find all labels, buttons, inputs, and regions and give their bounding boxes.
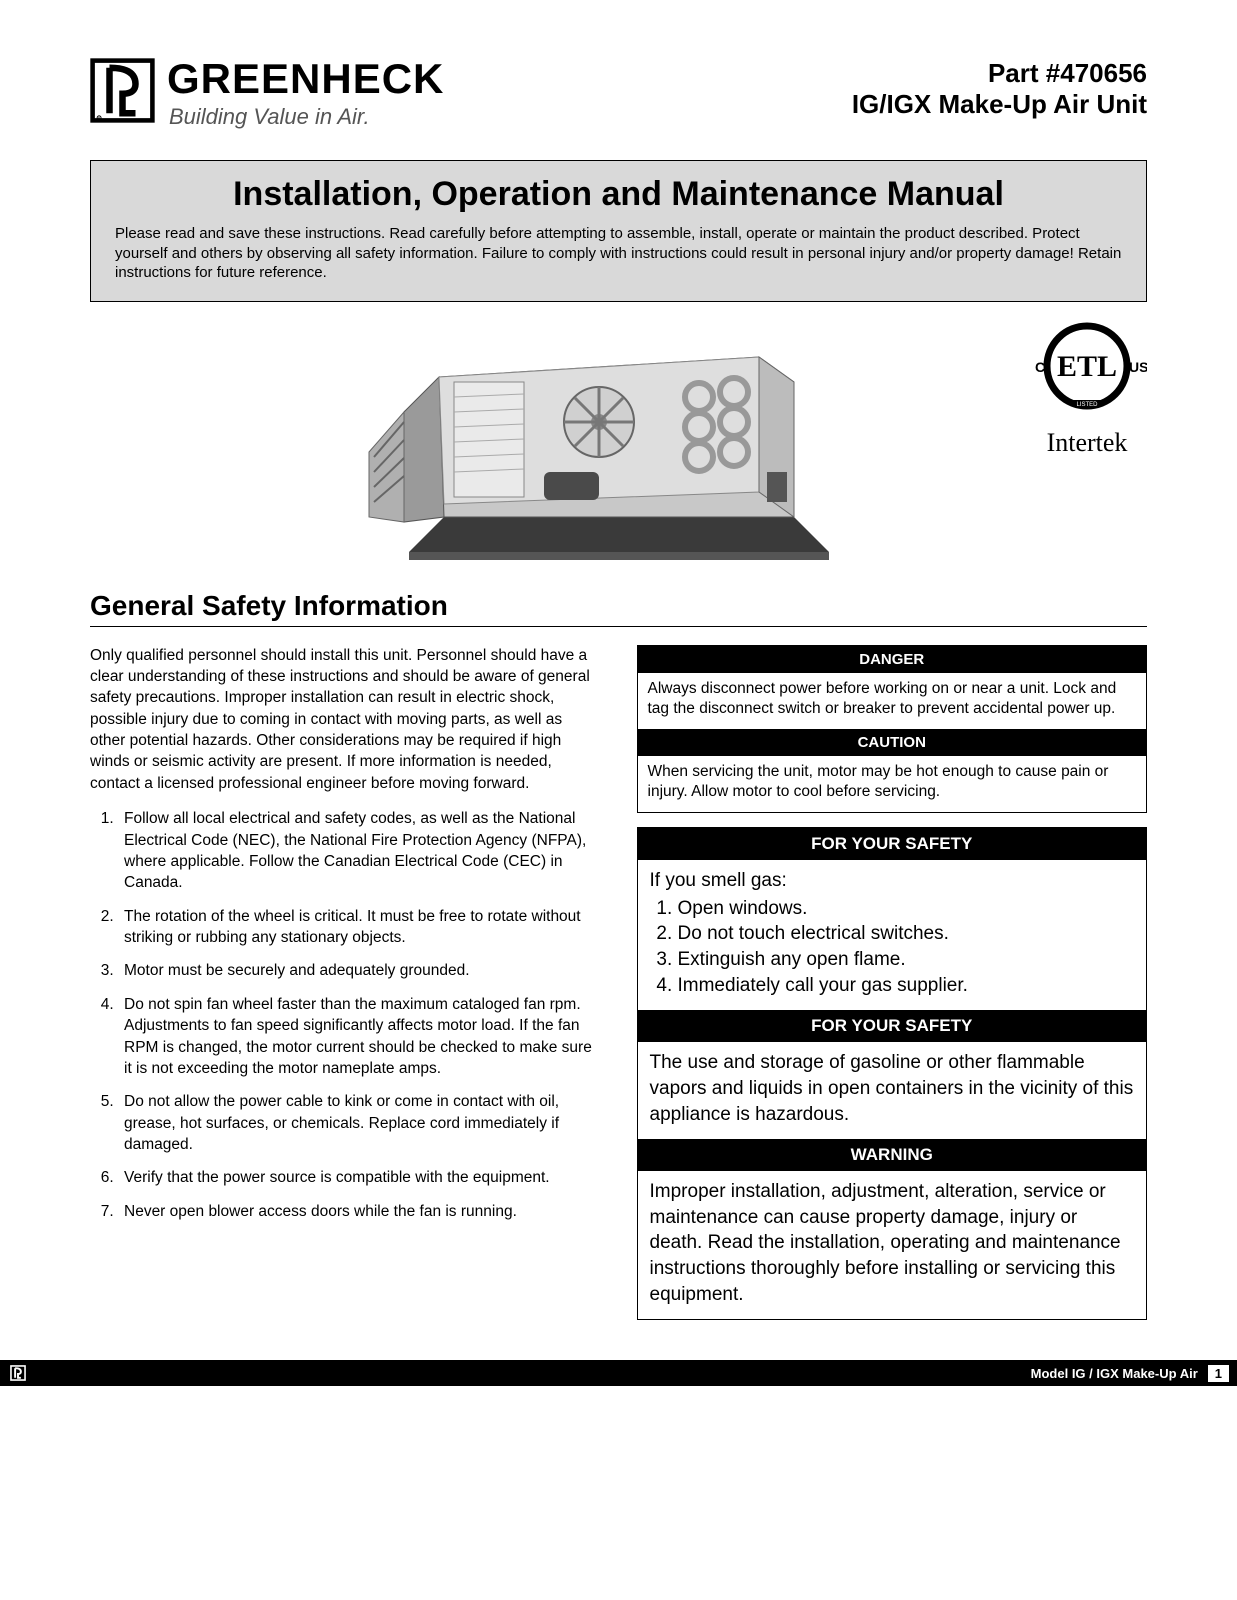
gsi-intro: Only qualified personnel should install …: [90, 645, 601, 795]
left-column: Only qualified personnel should install …: [90, 645, 601, 1321]
danger-caution-box: DANGER Always disconnect power before wo…: [637, 645, 1148, 814]
greenheck-logo-icon: R: [90, 58, 155, 123]
gsi-list-item: Follow all local electrical and safety c…: [118, 808, 601, 894]
product-illustration: [339, 322, 899, 562]
safety1-list-item: Open windows.: [678, 896, 1135, 922]
title-box: Installation, Operation and Maintenance …: [90, 160, 1147, 302]
manual-title: Installation, Operation and Maintenance …: [115, 175, 1122, 214]
gsi-heading: General Safety Information: [90, 590, 1147, 622]
safety1-heading: FOR YOUR SAFETY: [638, 828, 1147, 860]
safety2-heading: FOR YOUR SAFETY: [638, 1010, 1147, 1042]
part-model: IG/IGX Make-Up Air Unit: [852, 89, 1147, 120]
page-number: 1: [1208, 1365, 1229, 1382]
svg-text:US: US: [1129, 359, 1147, 375]
page-footer: Model IG / IGX Make-Up Air 1: [0, 1360, 1237, 1386]
gsi-list-item: Motor must be securely and adequately gr…: [118, 960, 601, 981]
part-number: Part #470656: [852, 58, 1147, 89]
safety1-lead: If you smell gas:: [650, 868, 1135, 894]
svg-text:LISTED: LISTED: [1076, 402, 1098, 408]
brand-name: GREENHECK: [167, 58, 444, 100]
safety2-body: The use and storage of gasoline or other…: [638, 1042, 1147, 1139]
footer-right: Model IG / IGX Make-Up Air 1: [1031, 1365, 1229, 1382]
hero-row: ETL LISTED C US Intertek: [90, 322, 1147, 562]
part-block: Part #470656 IG/IGX Make-Up Air Unit: [852, 58, 1147, 120]
safety1-list-item: Immediately call your gas supplier.: [678, 973, 1135, 999]
gsi-list: Follow all local electrical and safety c…: [90, 808, 601, 1222]
gsi-list-item: Never open blower access doors while the…: [118, 1201, 601, 1222]
svg-text:C: C: [1035, 359, 1045, 375]
page-root: R GREENHECK Building Value in Air. Part …: [0, 0, 1237, 1320]
manual-intro: Please read and save these instructions.…: [115, 224, 1122, 283]
logo-text: GREENHECK Building Value in Air.: [167, 58, 444, 130]
danger-heading: DANGER: [638, 646, 1147, 673]
logo-block: R GREENHECK Building Value in Air.: [90, 58, 444, 130]
gsi-list-item: The rotation of the wheel is critical. I…: [118, 906, 601, 949]
safety1-list-item: Do not touch electrical switches.: [678, 921, 1135, 947]
footer-model: Model IG / IGX Make-Up Air: [1031, 1366, 1198, 1381]
warning-body: Improper installation, adjustment, alter…: [638, 1171, 1147, 1319]
right-column: DANGER Always disconnect power before wo…: [637, 645, 1148, 1321]
etl-cert-label: Intertek: [1027, 428, 1147, 458]
etl-cert-block: ETL LISTED C US Intertek: [1027, 322, 1147, 458]
etl-cert-icon: ETL LISTED C US: [1027, 322, 1147, 417]
svg-text:ETL: ETL: [1057, 350, 1117, 383]
danger-body: Always disconnect power before working o…: [638, 673, 1147, 729]
gsi-list-item: Do not spin fan wheel faster than the ma…: [118, 994, 601, 1080]
footer-logo-icon: [8, 1365, 28, 1381]
gsi-rule: [90, 626, 1147, 627]
brand-tagline: Building Value in Air.: [169, 104, 444, 130]
caution-body: When servicing the unit, motor may be ho…: [638, 756, 1147, 812]
safety1-body: If you smell gas: Open windows.Do not to…: [638, 860, 1147, 1010]
safety1-list: Open windows.Do not touch electrical swi…: [650, 896, 1135, 999]
safety-warning-box: FOR YOUR SAFETY If you smell gas: Open w…: [637, 827, 1148, 1320]
warning-heading: WARNING: [638, 1139, 1147, 1171]
safety1-list-item: Extinguish any open flame.: [678, 947, 1135, 973]
header-row: R GREENHECK Building Value in Air. Part …: [90, 58, 1147, 130]
gsi-list-item: Do not allow the power cable to kink or …: [118, 1091, 601, 1155]
gsi-list-item: Verify that the power source is compatib…: [118, 1167, 601, 1188]
two-column-body: Only qualified personnel should install …: [90, 645, 1147, 1321]
caution-heading: CAUTION: [638, 729, 1147, 756]
